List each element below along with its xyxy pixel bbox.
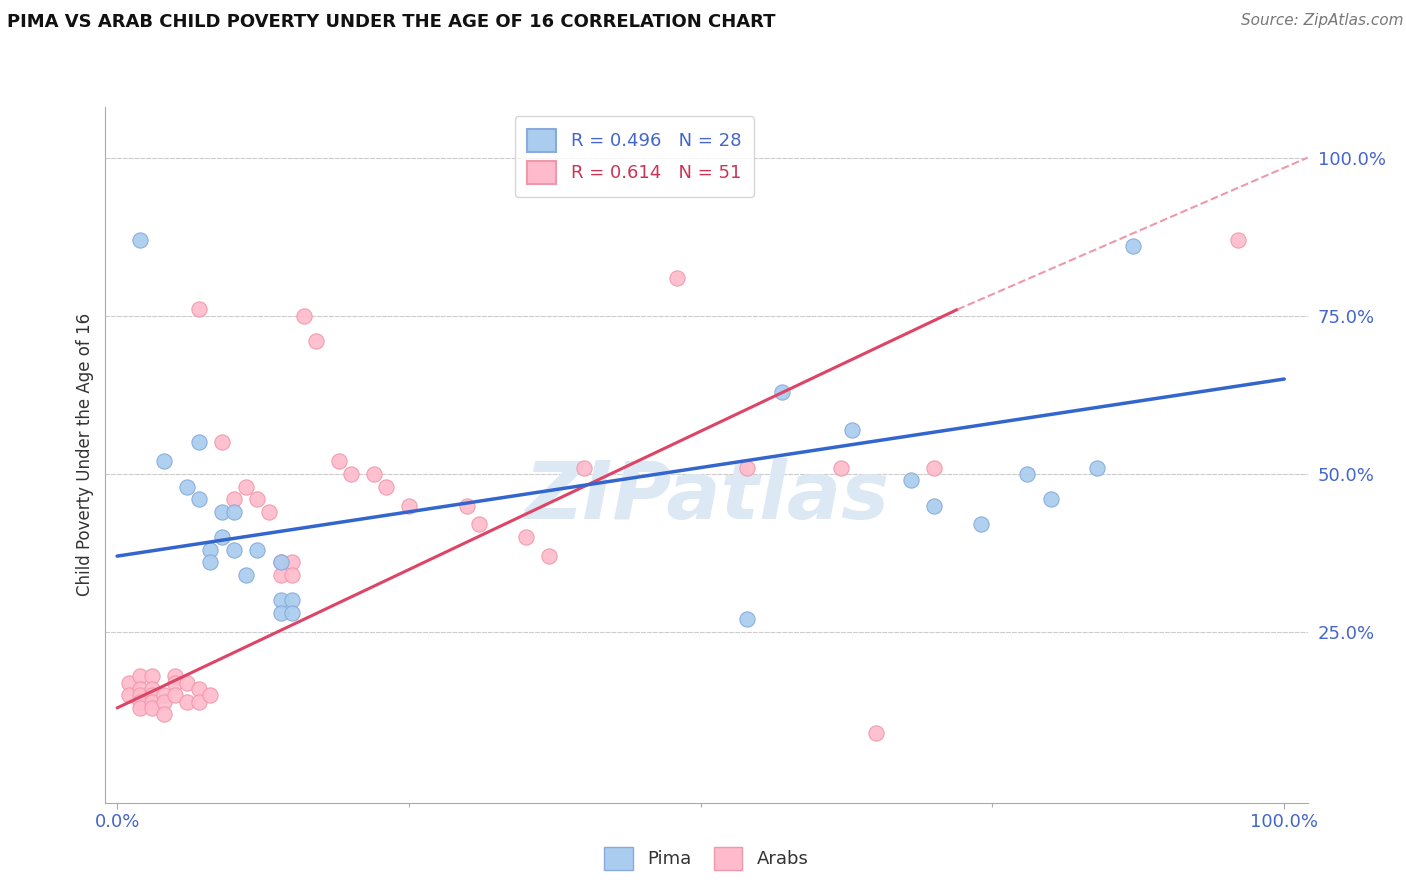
Point (129, 695, 152, 709)
Point (200, 542, 222, 557)
Point (515, 530, 537, 544)
Point (970, 517, 993, 532)
Point (129, 681, 152, 696)
Point (235, 568, 257, 582)
Point (129, 701, 152, 715)
Point (257, 505, 280, 519)
Point (165, 688, 187, 702)
Point (830, 460, 852, 475)
Point (165, 675, 187, 690)
Point (1087, 460, 1109, 475)
Point (141, 701, 163, 715)
Point (537, 549, 560, 563)
Point (211, 530, 233, 544)
Point (129, 233, 152, 247)
Point (281, 593, 304, 607)
Point (118, 688, 141, 702)
Point (328, 454, 350, 468)
Point (1226, 233, 1249, 247)
Point (270, 556, 292, 570)
Point (737, 612, 759, 626)
Point (222, 505, 245, 519)
Point (187, 681, 209, 696)
Point (211, 435, 233, 450)
Point (270, 568, 292, 582)
Point (270, 606, 292, 620)
Point (1121, 239, 1143, 253)
Point (141, 688, 163, 702)
Point (841, 423, 863, 437)
Point (281, 606, 304, 620)
Point (141, 669, 163, 683)
Point (200, 688, 222, 702)
Point (118, 675, 141, 690)
Point (270, 556, 292, 570)
Point (1017, 467, 1039, 481)
Point (270, 593, 292, 607)
Point (153, 454, 176, 468)
Point (900, 473, 922, 487)
Text: PIMA VS ARAB CHILD POVERTY UNDER THE AGE OF 16 CORRELATION CHART: PIMA VS ARAB CHILD POVERTY UNDER THE AGE… (7, 13, 776, 31)
Legend: Pima, Arabs: Pima, Arabs (598, 839, 815, 877)
Point (572, 460, 595, 475)
Point (200, 556, 222, 570)
Point (153, 695, 176, 709)
Point (246, 492, 269, 507)
Point (456, 499, 478, 513)
Point (187, 695, 209, 709)
Point (165, 669, 187, 683)
Point (398, 499, 420, 513)
Point (141, 695, 163, 709)
Point (176, 675, 198, 690)
Point (211, 505, 233, 519)
Point (222, 542, 245, 557)
Y-axis label: Child Poverty Under the Age of 16: Child Poverty Under the Age of 16 (76, 313, 94, 597)
Point (176, 695, 198, 709)
Point (281, 568, 304, 582)
Point (922, 499, 945, 513)
Point (129, 669, 152, 683)
Point (235, 479, 257, 493)
Point (374, 479, 396, 493)
Point (304, 334, 326, 348)
Point (187, 435, 209, 450)
Point (153, 707, 176, 722)
Point (176, 479, 198, 493)
Point (153, 688, 176, 702)
Point (865, 726, 887, 740)
Text: ZIPatlas: ZIPatlas (524, 458, 889, 536)
Point (187, 492, 209, 507)
Point (339, 467, 361, 481)
Point (737, 460, 759, 475)
Point (1039, 492, 1062, 507)
Point (922, 460, 945, 475)
Point (468, 517, 491, 532)
Point (187, 302, 209, 317)
Point (770, 384, 793, 399)
Point (363, 467, 385, 481)
Point (222, 492, 245, 507)
Point (281, 556, 304, 570)
Point (246, 542, 269, 557)
Point (129, 688, 152, 702)
Point (292, 309, 315, 323)
Point (666, 270, 689, 285)
Text: Source: ZipAtlas.com: Source: ZipAtlas.com (1240, 13, 1403, 29)
Point (141, 681, 163, 696)
